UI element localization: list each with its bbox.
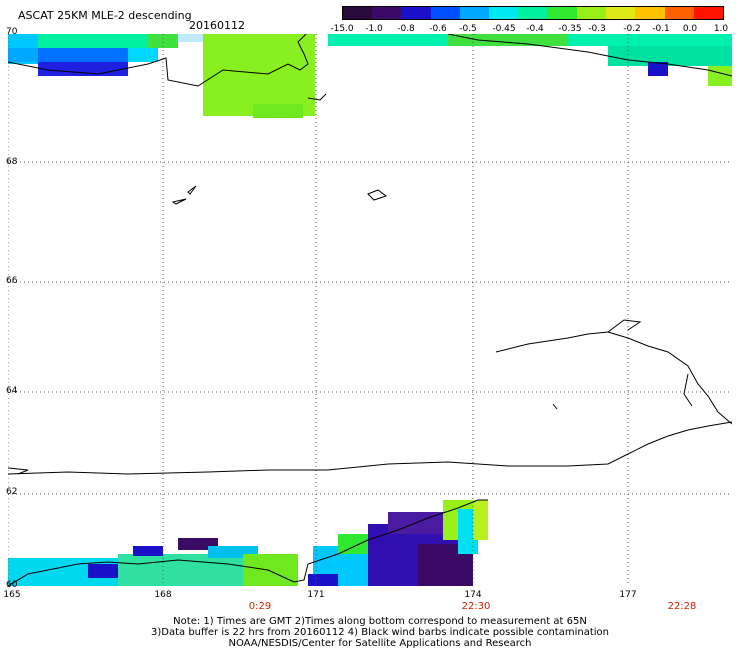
product-title: ASCAT 25KM MLE-2 descending <box>18 9 192 22</box>
colorbar-label: -0.6 <box>429 24 447 34</box>
coastline <box>8 34 732 586</box>
wind-swath-south <box>8 500 488 586</box>
colorbar-swatch <box>489 7 519 19</box>
colorbar-label: -0.1 <box>652 24 670 34</box>
colorbar-label: -0.35 <box>558 24 582 34</box>
colorbar-label: -0.45 <box>492 24 516 34</box>
colorbar-swatch <box>343 7 373 19</box>
footnote-line: 3)Data buffer is 22 hrs from 20160112 4)… <box>151 627 609 638</box>
colorbar-swatch <box>401 7 431 19</box>
colorbar-swatch <box>372 7 402 19</box>
longitude-label: 171 <box>307 590 325 600</box>
colorbar-swatch <box>459 7 490 19</box>
colorbar-label: -0.3 <box>588 24 606 34</box>
colorbar-swatch <box>576 7 607 19</box>
colorbar-labels: -15.0 -1.0 -0.8 -0.6 -0.5 -0.45 -0.4 -0.… <box>330 24 730 36</box>
pass-time-label: 22:30 <box>461 601 491 612</box>
colorbar-swatch <box>518 7 548 19</box>
latitude-label: 62 <box>6 487 18 497</box>
pass-time-label: 0:29 <box>248 601 272 612</box>
colorbar-label: -15.0 <box>330 24 354 34</box>
colorbar-swatch <box>430 7 460 19</box>
map-panel <box>8 34 732 586</box>
product-date: 20160112 <box>189 19 245 32</box>
colorbar-label: 1.0 <box>713 24 729 34</box>
latitude-label: 66 <box>6 276 18 286</box>
colorbar-label: 0.0 <box>682 24 698 34</box>
colorbar-label: -1.0 <box>365 24 383 34</box>
longitude-label: 165 <box>3 590 21 600</box>
colorbar-swatch <box>664 7 694 19</box>
colorbar-swatch <box>693 7 724 19</box>
colorbar-swatch <box>547 7 577 19</box>
colorbar-swatch <box>635 7 665 19</box>
latitude-label: 70 <box>6 27 18 37</box>
footnote-line: NOAA/NESDIS/Center for Satellite Applica… <box>228 638 532 649</box>
colorbar-label: -0.5 <box>459 24 477 34</box>
longitude-label: 168 <box>154 590 172 600</box>
colorbar-label: -0.4 <box>526 24 544 34</box>
latitude-label: 64 <box>6 386 18 396</box>
latitude-label: 68 <box>6 157 18 167</box>
footnotes: Note: 1) Times are GMT 2)Times along bot… <box>100 616 660 649</box>
footnote-line: Note: 1) Times are GMT 2)Times along bot… <box>173 616 587 627</box>
colorbar <box>342 6 724 20</box>
colorbar-swatch <box>606 7 636 19</box>
wind-swath-northwest <box>8 34 315 118</box>
colorbar-label: -0.8 <box>397 24 415 34</box>
wind-swath-northeast <box>328 34 732 86</box>
graticule <box>8 34 732 586</box>
pass-time-label: 22:28 <box>667 601 697 612</box>
latitude-label: 60 <box>6 580 18 590</box>
longitude-label: 174 <box>464 590 482 600</box>
longitude-label: 177 <box>619 590 637 600</box>
colorbar-label: -0.2 <box>623 24 641 34</box>
